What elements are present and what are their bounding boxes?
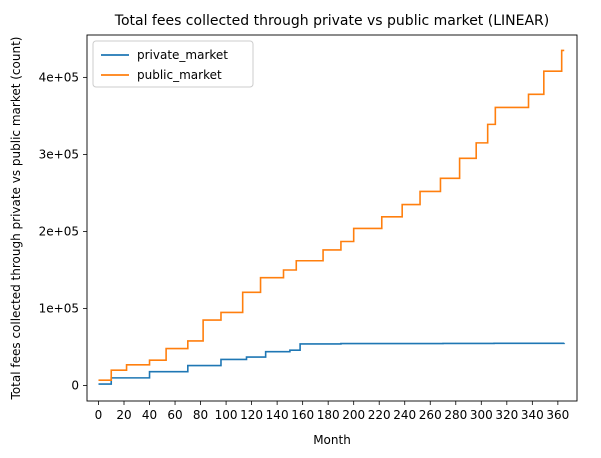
y-tick-label: 1e+05 [39, 302, 79, 316]
x-tick-label: 180 [317, 408, 340, 422]
x-tick-label: 220 [368, 408, 391, 422]
plot-frame [86, 34, 578, 402]
y-tick-label: 4e+05 [39, 70, 79, 84]
x-tick-label: 0 [95, 408, 103, 422]
x-tick-label: 300 [470, 408, 493, 422]
legend-label-private-market: private_market [137, 48, 228, 62]
x-tick-label: 100 [215, 408, 238, 422]
plot-area [86, 34, 578, 402]
y-tick-label: 2e+05 [39, 224, 79, 238]
x-tick-label: 340 [521, 408, 544, 422]
x-tick-label: 60 [167, 408, 182, 422]
x-tick-label: 260 [419, 408, 442, 422]
legend-box [92, 40, 254, 88]
y-axis-label: Total fees collected through private vs … [9, 37, 23, 401]
x-axis-label: Month [313, 433, 351, 447]
y-tick-label: 3e+05 [39, 147, 79, 161]
legend: private_market public_market [92, 40, 254, 88]
x-tick-label: 240 [393, 408, 416, 422]
x-tick-label: 320 [495, 408, 518, 422]
series-line-private-market [98, 342, 566, 385]
x-tick-label: 200 [342, 408, 365, 422]
x-tick-label: 140 [266, 408, 289, 422]
x-tick-label: 360 [546, 408, 569, 422]
chart-title: Total fees collected through private vs … [114, 13, 549, 29]
y-axis: 0 1e+05 2e+05 3e+05 4e+05 [39, 70, 87, 393]
y-tick-label: 0 [71, 379, 79, 393]
x-tick-label: 20 [116, 408, 131, 422]
x-tick-label: 120 [240, 408, 263, 422]
x-tick-label: 280 [444, 408, 467, 422]
x-axis: 0 20 40 60 80 100 120 140 160 180 200 220 240 260 280 3… [95, 401, 569, 422]
legend-label-public-market: public_market [137, 68, 222, 82]
x-tick-label: 160 [291, 408, 314, 422]
x-tick-label: 40 [142, 408, 157, 422]
series-line-public-market [98, 49, 565, 381]
x-tick-label: 80 [193, 408, 208, 422]
